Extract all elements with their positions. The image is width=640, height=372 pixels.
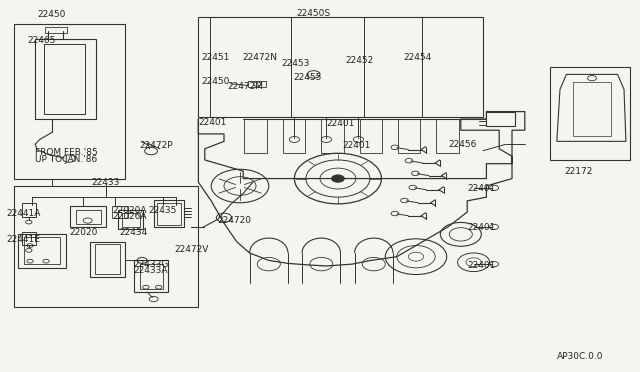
Text: 22472P: 22472P bbox=[140, 141, 173, 150]
Text: 22401: 22401 bbox=[467, 262, 495, 270]
Bar bbox=[112, 206, 128, 218]
Bar bbox=[436, 119, 459, 153]
Text: 22401: 22401 bbox=[467, 185, 495, 193]
Text: 22451: 22451 bbox=[202, 53, 230, 62]
Text: 22401: 22401 bbox=[342, 141, 371, 150]
Bar bbox=[360, 119, 382, 153]
Bar bbox=[118, 210, 143, 229]
Text: 22026A: 22026A bbox=[112, 212, 147, 221]
Text: 22472N: 22472N bbox=[242, 53, 277, 62]
Bar bbox=[22, 232, 36, 245]
Text: 22465: 22465 bbox=[27, 36, 55, 45]
Bar bbox=[573, 82, 611, 136]
Text: 22020A: 22020A bbox=[112, 206, 147, 215]
Text: 22441A: 22441A bbox=[6, 209, 41, 218]
Bar bbox=[70, 206, 106, 227]
Circle shape bbox=[332, 175, 344, 182]
Text: 22435: 22435 bbox=[148, 206, 177, 215]
Bar bbox=[45, 27, 67, 33]
Text: UP TO JAN.'86: UP TO JAN.'86 bbox=[35, 155, 97, 164]
Text: 22454: 22454 bbox=[403, 53, 431, 62]
Bar bbox=[35, 39, 96, 119]
Text: 22401: 22401 bbox=[198, 118, 227, 127]
Bar bbox=[140, 264, 163, 289]
Text: 22172: 22172 bbox=[564, 167, 593, 176]
Bar bbox=[157, 203, 181, 225]
Text: 22434: 22434 bbox=[120, 228, 148, 237]
Bar bbox=[134, 260, 168, 292]
Bar bbox=[398, 119, 420, 153]
Bar bbox=[550, 67, 630, 160]
Text: 22401: 22401 bbox=[326, 119, 355, 128]
Text: 22455: 22455 bbox=[293, 73, 321, 82]
Text: 22453: 22453 bbox=[282, 60, 310, 68]
Text: FROM FEB.'85: FROM FEB.'85 bbox=[35, 148, 98, 157]
Bar bbox=[244, 119, 267, 153]
Bar bbox=[486, 112, 515, 126]
Bar bbox=[90, 242, 125, 277]
Text: 22433A: 22433A bbox=[133, 266, 168, 275]
Bar bbox=[76, 210, 101, 224]
Text: 22450: 22450 bbox=[37, 10, 65, 19]
Bar bbox=[122, 213, 140, 227]
Bar bbox=[18, 234, 66, 268]
Text: 22441E: 22441E bbox=[6, 235, 40, 244]
Text: 22450S: 22450S bbox=[296, 9, 331, 18]
Text: 22472V: 22472V bbox=[174, 245, 209, 254]
Bar bbox=[198, 17, 483, 117]
Text: 22433G: 22433G bbox=[133, 260, 168, 269]
Bar bbox=[24, 237, 60, 264]
Bar bbox=[154, 200, 184, 227]
Bar bbox=[283, 119, 305, 153]
Text: 22456: 22456 bbox=[448, 140, 476, 149]
Bar bbox=[95, 244, 120, 274]
Bar bbox=[14, 24, 125, 179]
Bar bbox=[44, 44, 85, 114]
Text: AP30C.0.0: AP30C.0.0 bbox=[557, 352, 604, 361]
Text: 22450: 22450 bbox=[202, 77, 230, 86]
Text: 22472M: 22472M bbox=[227, 82, 263, 91]
Bar bbox=[321, 119, 344, 153]
Text: 22401: 22401 bbox=[467, 223, 495, 232]
Bar bbox=[248, 81, 266, 87]
Bar bbox=[22, 203, 36, 217]
Text: 22452: 22452 bbox=[346, 56, 374, 65]
Text: 224720: 224720 bbox=[218, 216, 252, 225]
Text: 22020: 22020 bbox=[69, 228, 97, 237]
Bar bbox=[14, 186, 198, 307]
Text: 22433: 22433 bbox=[92, 178, 120, 187]
